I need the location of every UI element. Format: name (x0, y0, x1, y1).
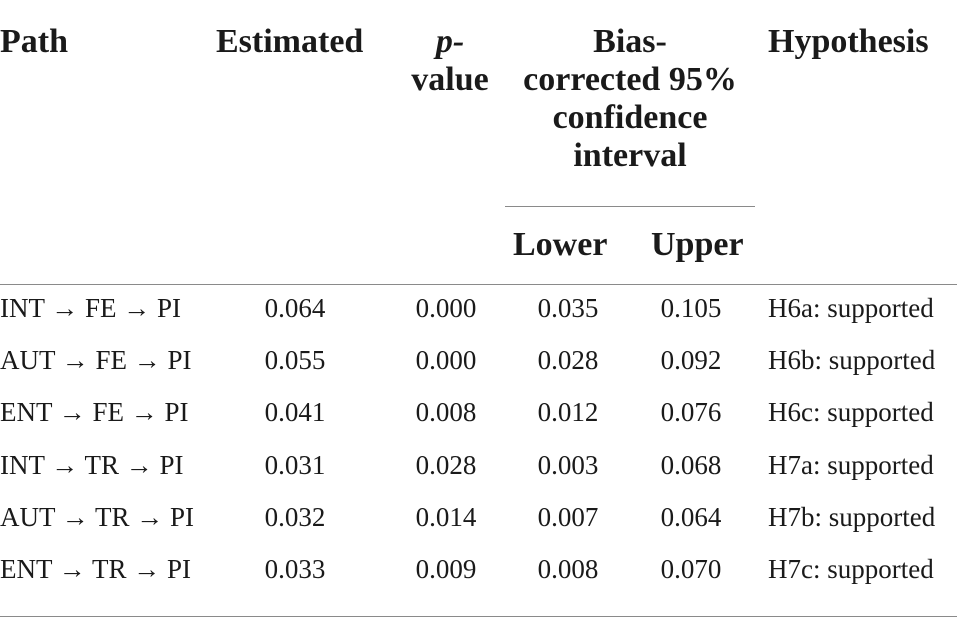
header-p-value-line2: value (411, 61, 489, 98)
cell-p-value: 0.008 (415, 397, 477, 427)
cell-lower: 0.003 (537, 450, 599, 480)
cell-lower: 0.008 (537, 554, 599, 584)
cell-p-value: 0.014 (415, 502, 477, 532)
header-p-value: p- value (400, 23, 500, 99)
cell-upper: 0.064 (660, 502, 722, 532)
header-hypothesis: Hypothesis (768, 23, 929, 60)
cell-upper: 0.105 (660, 293, 722, 323)
ci-subheader-rule (505, 206, 755, 207)
cell-lower: 0.012 (537, 397, 599, 427)
cell-p-value: 0.000 (415, 345, 477, 375)
table-bottom-rule (0, 616, 957, 617)
header-ci-line4: interval (573, 137, 687, 174)
cell-lower: 0.007 (537, 502, 599, 532)
cell-hypothesis: H6a: supported (768, 293, 934, 323)
cell-estimated: 0.031 (264, 450, 326, 480)
cell-p-value: 0.000 (415, 293, 477, 323)
cell-path: ENT → FE → PI (0, 397, 189, 427)
cell-estimated: 0.041 (264, 397, 326, 427)
header-path: Path (0, 23, 68, 60)
header-ci-line1: Bias- (593, 23, 667, 60)
cell-estimated: 0.064 (264, 293, 326, 323)
cell-path: INT → TR → PI (0, 450, 184, 480)
cell-hypothesis: H7c: supported (768, 554, 934, 584)
cell-lower: 0.028 (537, 345, 599, 375)
cell-hypothesis: H6b: supported (768, 345, 936, 375)
cell-estimated: 0.032 (264, 502, 326, 532)
cell-upper: 0.068 (660, 450, 722, 480)
header-ci: Bias- corrected 95% confidence interval (505, 23, 755, 175)
cell-p-value: 0.028 (415, 450, 477, 480)
cell-lower: 0.035 (537, 293, 599, 323)
cell-hypothesis: H7b: supported (768, 502, 936, 532)
header-lower: Lower (513, 226, 608, 263)
header-ci-line2: corrected 95% (523, 61, 737, 98)
cell-hypothesis: H7a: supported (768, 450, 934, 480)
cell-path: AUT → FE → PI (0, 345, 192, 375)
cell-path: INT → FE → PI (0, 293, 182, 323)
cell-path: AUT → TR → PI (0, 502, 195, 532)
cell-estimated: 0.055 (264, 345, 326, 375)
cell-upper: 0.070 (660, 554, 722, 584)
header-upper: Upper (651, 226, 744, 263)
header-estimated: Estimated (216, 23, 364, 60)
cell-p-value: 0.009 (415, 554, 477, 584)
cell-hypothesis: H6c: supported (768, 397, 934, 427)
header-ci-line3: confidence (552, 99, 708, 136)
header-bottom-rule (0, 284, 957, 285)
header-p-value-line1: p- (435, 23, 465, 60)
cell-path: ENT → TR → PI (0, 554, 192, 584)
cell-upper: 0.076 (660, 397, 722, 427)
cell-estimated: 0.033 (264, 554, 326, 584)
cell-upper: 0.092 (660, 345, 722, 375)
